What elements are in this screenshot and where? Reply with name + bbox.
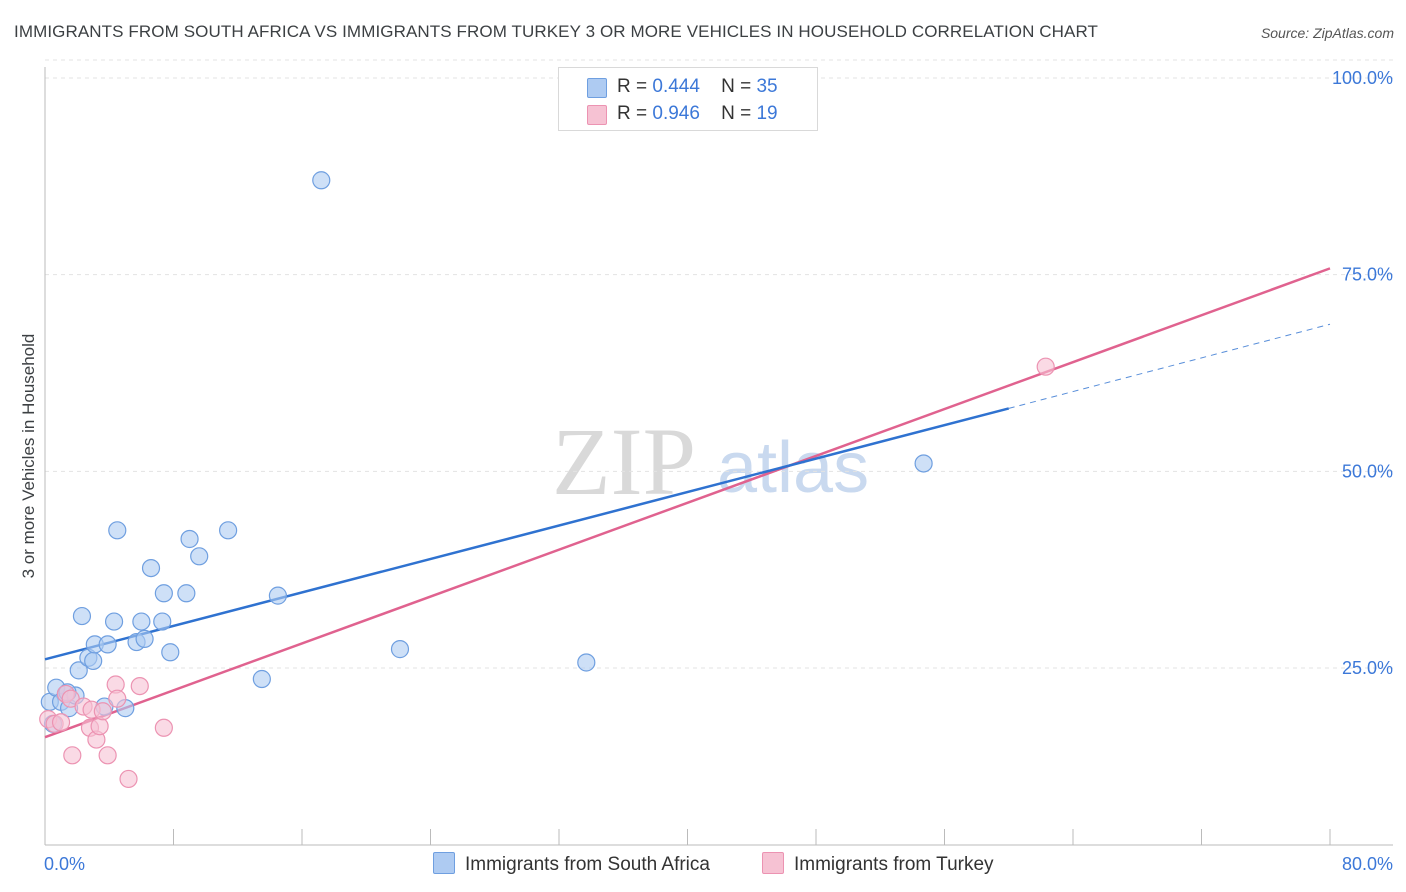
point-turkey — [90, 717, 109, 736]
watermark-zip: ZIP — [552, 408, 696, 515]
point-turkey — [130, 676, 149, 696]
point-turkey — [154, 718, 173, 737]
y-tick-label: 75.0% — [1342, 265, 1393, 285]
source-credit: Source: ZipAtlas.com — [1260, 25, 1394, 41]
point-south-africa — [153, 612, 172, 631]
watermark: ZIP atlas — [552, 408, 869, 515]
gridlines — [45, 59, 1393, 669]
point-south-africa — [135, 629, 154, 648]
y-tick-label: 100.0% — [1332, 68, 1393, 88]
point-turkey — [108, 689, 127, 708]
series-label-turkey: Immigrants from Turkey — [794, 854, 994, 875]
legend-r-value: 0.444 — [652, 76, 700, 97]
y-tick-label: 50.0% — [1342, 461, 1393, 481]
series-label-south-africa: Immigrants from South Africa — [465, 854, 710, 875]
legend-swatch-pink — [587, 105, 607, 125]
point-south-africa — [252, 669, 271, 689]
legend-r-label: R = — [617, 76, 648, 97]
data-points — [39, 171, 1055, 789]
trend-line-south-africa — [44, 407, 1010, 661]
legend-n-value: 19 — [756, 103, 778, 124]
point-south-africa — [104, 612, 124, 631]
point-south-africa — [98, 635, 117, 654]
series-swatch-pink — [762, 852, 784, 874]
legend-r-value: 0.946 — [652, 103, 700, 124]
point-south-africa — [72, 606, 92, 626]
point-turkey — [63, 746, 82, 765]
x-tick-label-min: 0.0% — [44, 854, 85, 874]
point-south-africa — [84, 651, 103, 671]
point-south-africa — [914, 454, 933, 473]
point-turkey — [93, 702, 112, 721]
trend-lines — [44, 267, 1331, 739]
trend-line-south-africa-extension — [1008, 323, 1331, 409]
watermark-atlas: atlas — [717, 428, 869, 508]
y-axis-label: 3 or more Vehicles in Household — [19, 334, 38, 579]
point-south-africa — [132, 612, 151, 631]
point-south-africa — [141, 558, 161, 578]
legend-r-label: R = — [617, 103, 648, 124]
point-south-africa — [577, 653, 596, 672]
x-axis-ticks — [44, 829, 1331, 845]
correlation-legend: R = 0.444 N = 35 R = 0.946 N = 19 — [558, 67, 818, 131]
legend-swatch-blue — [587, 78, 607, 98]
trend-line-turkey — [44, 267, 1331, 739]
point-turkey — [51, 713, 71, 732]
point-south-africa — [161, 643, 180, 662]
series-legend-turkey: Immigrants from Turkey — [762, 852, 994, 876]
point-turkey — [119, 769, 138, 789]
point-south-africa — [154, 584, 173, 603]
y-tick-label: 25.0% — [1342, 658, 1393, 678]
legend-n-label: N = — [721, 76, 752, 97]
series-legend-south-africa: Immigrants from South Africa — [433, 852, 710, 876]
y-axis-tick-labels: 25.0% 50.0% 75.0% 100.0% — [1332, 68, 1393, 678]
point-turkey — [1036, 357, 1055, 376]
point-south-africa — [108, 521, 127, 540]
point-south-africa — [390, 640, 410, 659]
point-south-africa — [268, 586, 288, 605]
legend-n-value: 35 — [756, 76, 778, 97]
point-south-africa — [312, 171, 331, 190]
x-tick-label-max: 80.0% — [1342, 854, 1393, 874]
point-south-africa — [190, 547, 209, 566]
series-swatch-blue — [433, 852, 455, 874]
legend-n-label: N = — [721, 103, 752, 124]
point-south-africa — [177, 584, 196, 603]
point-south-africa — [219, 521, 238, 540]
point-turkey — [98, 746, 117, 765]
chart-title: IMMIGRANTS FROM SOUTH AFRICA VS IMMIGRAN… — [14, 22, 1099, 41]
point-south-africa — [69, 661, 88, 680]
point-south-africa — [180, 529, 199, 549]
